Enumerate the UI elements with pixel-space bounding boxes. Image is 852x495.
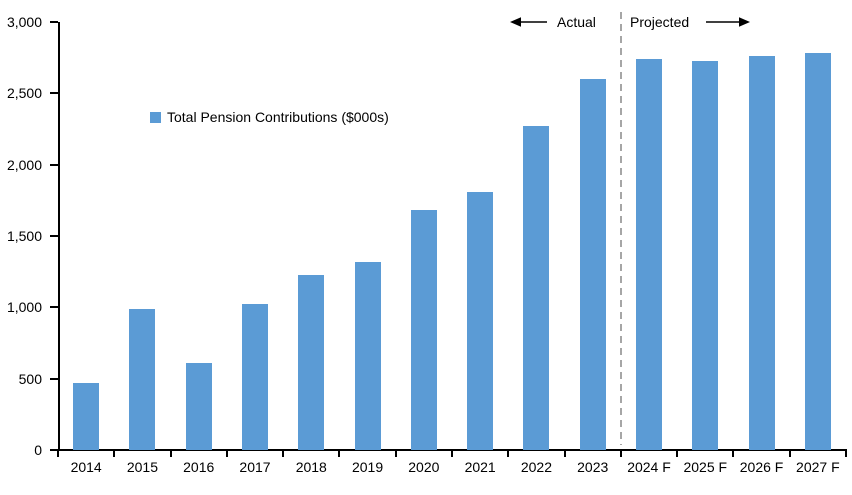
bar-2024-F [636, 59, 662, 450]
x-axis-tick [225, 451, 228, 457]
y-axis-tick-label: 1,500 [6, 228, 42, 244]
y-axis-tick-label: 500 [18, 370, 42, 387]
x-axis-tick [676, 451, 679, 457]
bar-2015 [129, 308, 156, 450]
x-axis-tick [338, 451, 341, 457]
y-axis-tick [50, 377, 58, 380]
x-axis-tick [563, 451, 566, 457]
x-axis-label-2017: 2017 [239, 459, 271, 475]
x-axis-tick [57, 451, 59, 457]
y-axis-tick-label: 2,000 [6, 156, 42, 173]
bar-2026-F [748, 56, 775, 450]
y-axis-tick [50, 235, 58, 237]
x-axis-label-2016: 2016 [183, 459, 215, 475]
bar-2022 [523, 126, 550, 450]
bar-2018 [298, 274, 325, 450]
x-axis-label-2026-F: 2026 F [739, 459, 784, 475]
x-axis-tick [845, 451, 847, 457]
y-axis-tick-label: 0 [34, 442, 42, 458]
y-axis-line [58, 22, 60, 451]
legend-series-label: Total Pension Contributions ($000s) [167, 109, 389, 125]
x-axis-tick [394, 451, 397, 457]
y-axis-tick [50, 92, 58, 95]
x-axis-label-2022: 2022 [520, 459, 552, 475]
x-axis-label-2025-F: 2025 F [683, 459, 728, 475]
y-axis-tick [50, 21, 58, 23]
bar-2021 [467, 191, 494, 450]
y-axis-tick-label: 2,500 [6, 85, 42, 102]
bar-2020 [410, 210, 437, 450]
y-axis-tick [50, 306, 58, 309]
x-axis-label-2020: 2020 [408, 459, 440, 475]
bar-2023 [579, 79, 606, 450]
bar-2014 [73, 382, 100, 450]
x-axis-line [58, 449, 847, 451]
x-axis-tick [169, 451, 172, 457]
right-arrow-icon [706, 17, 750, 27]
x-axis-tick [732, 451, 735, 457]
x-axis-tick [507, 451, 510, 457]
bar-2025-F [692, 60, 719, 450]
x-axis-label-2015: 2015 [126, 459, 158, 475]
x-axis-tick [788, 451, 791, 457]
y-axis-tick [50, 163, 58, 166]
bar-2027-F [804, 53, 831, 450]
x-axis-label-2021: 2021 [464, 459, 496, 475]
y-axis-tick [50, 449, 58, 451]
bar-2017 [242, 304, 268, 450]
x-axis-tick [282, 451, 285, 457]
x-axis-label-2027-F: 2027 F [796, 459, 840, 475]
x-axis-tick [619, 451, 622, 457]
projected-period-label: Projected [630, 14, 690, 30]
bar-2016 [185, 362, 212, 450]
x-axis-label-2014: 2014 [70, 459, 102, 475]
y-axis-tick-label: 3,000 [6, 14, 42, 30]
actual-projected-divider-line [619, 12, 622, 445]
actual-period-label: Actual [557, 14, 596, 30]
x-axis-tick [113, 451, 116, 457]
x-axis-tick [451, 451, 453, 457]
x-axis-label-2018: 2018 [295, 459, 327, 475]
bar-2019 [354, 261, 381, 450]
left-arrow-icon [510, 17, 547, 27]
legend-color-swatch [150, 111, 161, 123]
y-axis-tick-label: 1,000 [6, 299, 42, 316]
x-axis-label-2023: 2023 [577, 459, 609, 475]
x-axis-label-2024-F: 2024 F [627, 459, 671, 475]
legend: Total Pension Contributions ($000s) [150, 109, 389, 125]
x-axis-label-2019: 2019 [351, 459, 384, 475]
